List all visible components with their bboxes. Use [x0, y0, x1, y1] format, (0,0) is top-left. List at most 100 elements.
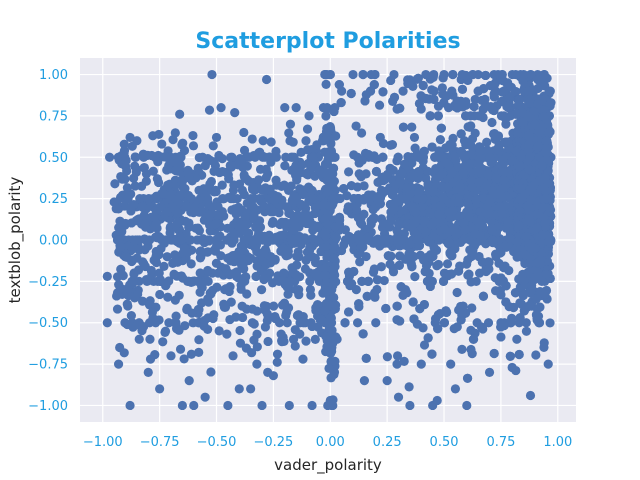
- scatter-point: [453, 197, 464, 207]
- scatter-point: [507, 69, 517, 80]
- scatter-point: [176, 175, 186, 185]
- scatter-point: [423, 333, 433, 343]
- scatter-point: [193, 163, 203, 173]
- scatter-point: [228, 185, 239, 195]
- scatter-point: [288, 137, 298, 147]
- scatter-point: [393, 392, 404, 402]
- scatter-point: [328, 181, 338, 191]
- scatter-point: [159, 261, 169, 271]
- scatter-point: [242, 174, 252, 184]
- scatter-point: [283, 303, 294, 313]
- scatter-point: [539, 338, 549, 348]
- scatter-point: [117, 227, 127, 237]
- scatter-point: [480, 94, 490, 104]
- scatter-point: [474, 251, 484, 262]
- scatter-point: [266, 137, 276, 147]
- scatter-point: [328, 271, 338, 281]
- scatter-point: [469, 334, 479, 344]
- scatter-point: [420, 266, 430, 277]
- scatter-point: [389, 92, 400, 102]
- x-tick-label: 0.00: [316, 435, 345, 450]
- scatter-point: [321, 79, 331, 89]
- scatter-point: [459, 218, 469, 228]
- scatter-point: [281, 152, 291, 162]
- scatter-point: [372, 154, 382, 164]
- scatter-point: [123, 194, 133, 204]
- scatter-point: [208, 285, 218, 295]
- scatter-point: [216, 103, 226, 113]
- scatter-point: [342, 276, 353, 286]
- scatter-point: [405, 400, 415, 411]
- scatter-point: [307, 400, 317, 411]
- scatter-point: [237, 261, 247, 271]
- scatter-point: [371, 166, 382, 177]
- scatter-point: [493, 131, 504, 141]
- scatter-point: [247, 184, 258, 194]
- scatter-point: [194, 335, 204, 345]
- scatter-point: [282, 318, 292, 328]
- scatter-point: [402, 288, 412, 298]
- scatter-point: [448, 205, 458, 216]
- scatter-point: [118, 271, 128, 281]
- scatter-point: [543, 359, 553, 369]
- scatter-point: [291, 103, 301, 113]
- scatter-point: [320, 213, 331, 224]
- scatter-point: [392, 359, 402, 369]
- scatter-point: [280, 103, 290, 113]
- scatter-point: [352, 318, 363, 328]
- scatter-point: [241, 226, 251, 237]
- scatter-point: [513, 251, 524, 261]
- scatter-point: [186, 349, 197, 359]
- scatter-point: [470, 94, 480, 105]
- scatter-point: [175, 344, 186, 354]
- scatter-point: [393, 196, 404, 206]
- scatter-point: [132, 136, 142, 146]
- scatter-point: [214, 239, 225, 249]
- scatter-point: [238, 162, 248, 172]
- scatter-point: [320, 263, 330, 273]
- scatter-point: [263, 169, 273, 179]
- scatter-point: [375, 132, 385, 143]
- scatter-point: [109, 197, 119, 207]
- scatter-point: [285, 119, 296, 129]
- scatter-point: [387, 140, 398, 150]
- scatter-point: [503, 78, 513, 88]
- scatter-point: [378, 87, 388, 97]
- scatter-point: [507, 362, 517, 373]
- scatter-point: [356, 128, 367, 138]
- scatter-point: [423, 179, 433, 189]
- scatter-point: [508, 302, 519, 313]
- scatter-point: [379, 172, 389, 182]
- y-axis-label: textblob_polarity: [6, 177, 25, 304]
- scatter-point: [321, 231, 331, 241]
- scatter-point: [535, 127, 545, 138]
- scatter-point: [466, 140, 476, 151]
- scatter-point: [235, 153, 245, 164]
- scatter-point: [525, 288, 536, 298]
- scatter-point: [409, 251, 419, 262]
- scatter-point: [484, 257, 494, 267]
- scatter-point: [134, 334, 144, 344]
- scatter-point: [407, 262, 417, 272]
- scatter-point: [239, 127, 249, 138]
- scatter-point: [226, 152, 236, 162]
- scatter-point: [337, 86, 347, 96]
- scatter-point: [324, 201, 334, 211]
- scatter-point: [473, 177, 484, 187]
- scatter-point: [301, 136, 311, 146]
- scatter-point: [392, 104, 402, 114]
- scatter-point: [170, 128, 180, 138]
- scatter-point: [521, 326, 532, 336]
- scatter-point: [525, 300, 535, 310]
- scatter-point: [425, 111, 435, 121]
- scatter-point: [457, 69, 467, 80]
- scatter-point: [120, 318, 130, 328]
- scatter-point: [393, 152, 403, 162]
- scatter-point: [478, 324, 488, 334]
- scatter-point: [192, 276, 203, 286]
- scatter-point: [195, 287, 205, 297]
- scatter-point: [392, 351, 403, 361]
- scatter-point: [469, 101, 479, 112]
- scatter-point: [408, 171, 418, 181]
- scatter-point: [434, 209, 444, 220]
